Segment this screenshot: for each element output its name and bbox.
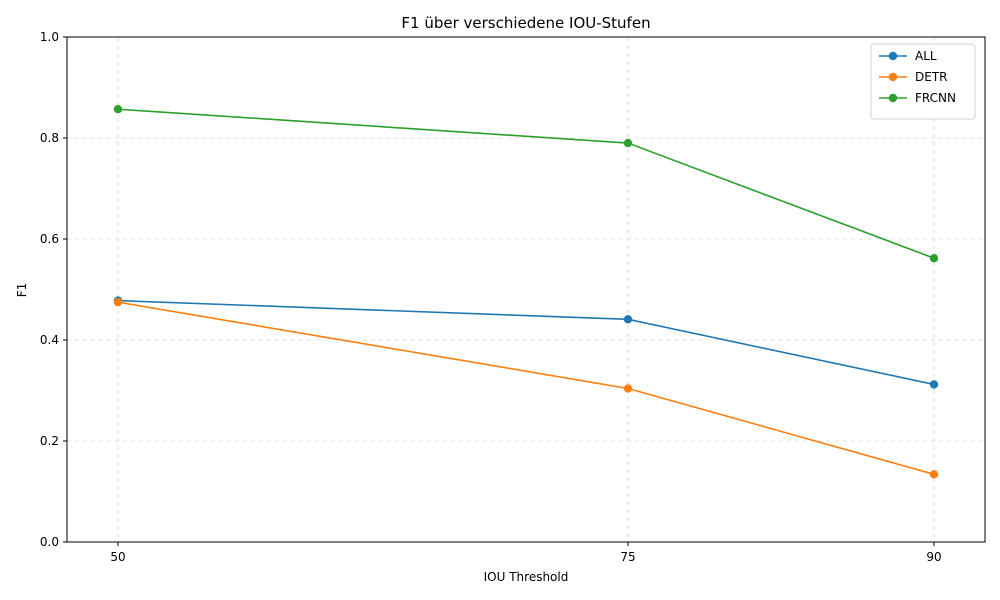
legend: ALL DETR FRCNN [870, 43, 976, 120]
data-point-frcnn [929, 253, 939, 263]
data-point-detr [113, 297, 123, 307]
legend-label-all: ALL [915, 49, 937, 63]
data-point-frcnn [113, 105, 123, 114]
series-layer [113, 105, 939, 479]
data-point-frcnn [623, 138, 633, 148]
data-point-detr [623, 384, 633, 393]
y-tick-label: 0.6 [40, 232, 59, 246]
data-point-detr [929, 470, 939, 479]
y-tick-label: 1.0 [40, 30, 59, 44]
y-tick-label: 0.0 [40, 535, 59, 549]
y-tick-label: 0.8 [40, 131, 59, 145]
y-axis-label: F1 [15, 283, 29, 298]
legend-marker-frcnn [888, 93, 898, 103]
data-point-all [929, 380, 939, 389]
legend-label-detr: DETR [915, 70, 948, 84]
ticks: 50 75 90 0.0 0.2 0.4 0.6 0.8 1.0 [40, 30, 942, 564]
legend-box [870, 43, 976, 120]
y-tick-label: 0.4 [40, 333, 59, 347]
chart-title: F1 über verschiedene IOU-Stufen [401, 14, 650, 32]
x-axis-label: IOU Threshold [484, 570, 569, 584]
data-point-all [623, 315, 633, 324]
y-tick-label: 0.2 [40, 434, 59, 448]
legend-label-frcnn: FRCNN [915, 91, 956, 105]
x-tick-label: 50 [110, 550, 125, 564]
legend-marker-detr [888, 72, 898, 82]
x-tick-label: 90 [926, 550, 941, 564]
legend-marker-all [888, 51, 898, 61]
plot-frame [66, 36, 986, 543]
x-tick-label: 75 [620, 550, 635, 564]
